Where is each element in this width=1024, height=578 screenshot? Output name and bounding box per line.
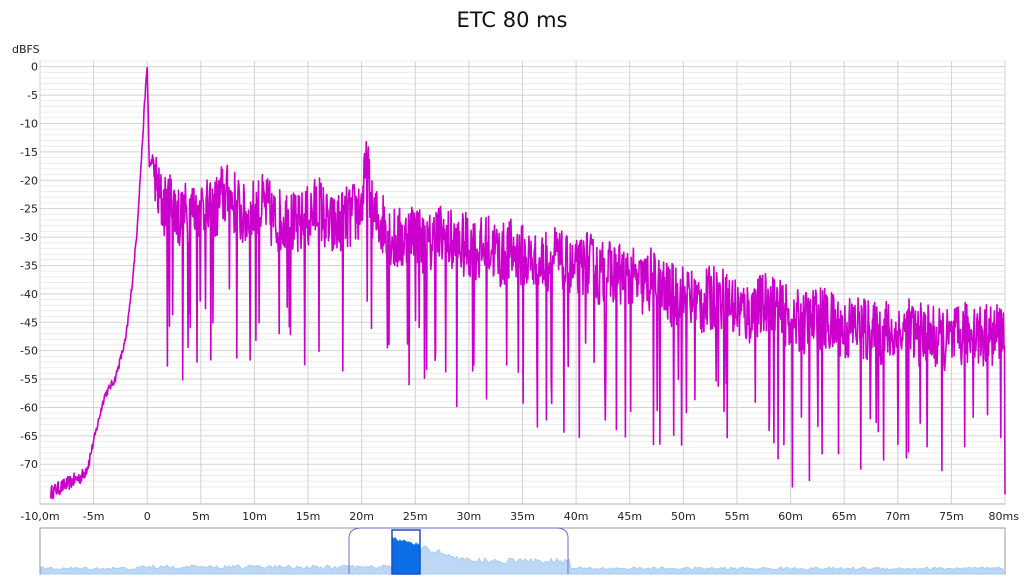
y-tick-label: -60	[20, 401, 38, 414]
y-tick-label: -35	[20, 259, 38, 272]
y-tick-label: -55	[20, 373, 38, 386]
x-tick-label: 80ms	[989, 510, 1020, 523]
series-layer	[49, 66, 1006, 500]
y-tick-label: -30	[20, 231, 38, 244]
x-tick-label: 25m	[403, 510, 428, 523]
x-tick-label: 30m	[457, 510, 482, 523]
x-tick-label: 35m	[510, 510, 535, 523]
overview-wave-fill	[40, 545, 1005, 575]
overview-selection-window[interactable]	[391, 529, 421, 575]
x-tick-label: -10,0m	[20, 510, 59, 523]
x-tick-label: 0	[144, 510, 151, 523]
y-tick-label: -25	[20, 203, 38, 216]
chart-title: ETC 80 ms	[456, 8, 568, 32]
x-tick-label: 5m	[192, 510, 210, 523]
x-tick-label: 60m	[778, 510, 803, 523]
etc-series-line	[49, 66, 1006, 500]
x-tick-label: 75m	[939, 510, 964, 523]
x-tick-label: 65m	[832, 510, 857, 523]
x-tick-label: 70m	[885, 510, 910, 523]
y-tick-label: -5	[27, 89, 38, 102]
y-tick-label: -45	[20, 316, 38, 329]
y-tick-label: -65	[20, 430, 38, 443]
x-tick-label: 10m	[242, 510, 267, 523]
x-tick-label: 45m	[617, 510, 642, 523]
y-tick-label: -50	[20, 345, 38, 358]
overview-selected-wave	[391, 536, 421, 575]
y-tick-label: -10	[20, 117, 38, 130]
x-tick-label: -5m	[83, 510, 105, 523]
x-tick-label: 50m	[671, 510, 696, 523]
x-tick-label: 15m	[296, 510, 321, 523]
grid-major	[39, 61, 1006, 504]
x-tick-label: 55m	[725, 510, 750, 523]
y-tick-label: -70	[20, 458, 38, 471]
overview-waveform	[40, 536, 1005, 575]
x-tick-label: 20m	[349, 510, 374, 523]
y-tick-label: -40	[20, 288, 38, 301]
overview-zoom-bracket	[348, 527, 569, 574]
y-tick-label: -15	[20, 146, 38, 159]
y-axis-ticks: 0 -5 -10 -15 -20 -25 -30 -35 -40 -45 -50 -55 -60 -65 -…	[20, 61, 38, 472]
etc-plot[interactable]: dBFS -10,0m -5m 0 5m 10m 15m 20m 25m 30m 35m 40m 45…	[0, 0, 1024, 525]
y-axis-label: dBFS	[12, 43, 40, 56]
y-tick-label: -20	[20, 174, 38, 187]
x-tick-label: 40m	[564, 510, 589, 523]
y-tick-label: 0	[31, 61, 38, 74]
x-axis-ticks: -10,0m -5m 0 5m 10m 15m 20m 25m 30m 35m 40m 45m 50m 5…	[20, 510, 1019, 523]
